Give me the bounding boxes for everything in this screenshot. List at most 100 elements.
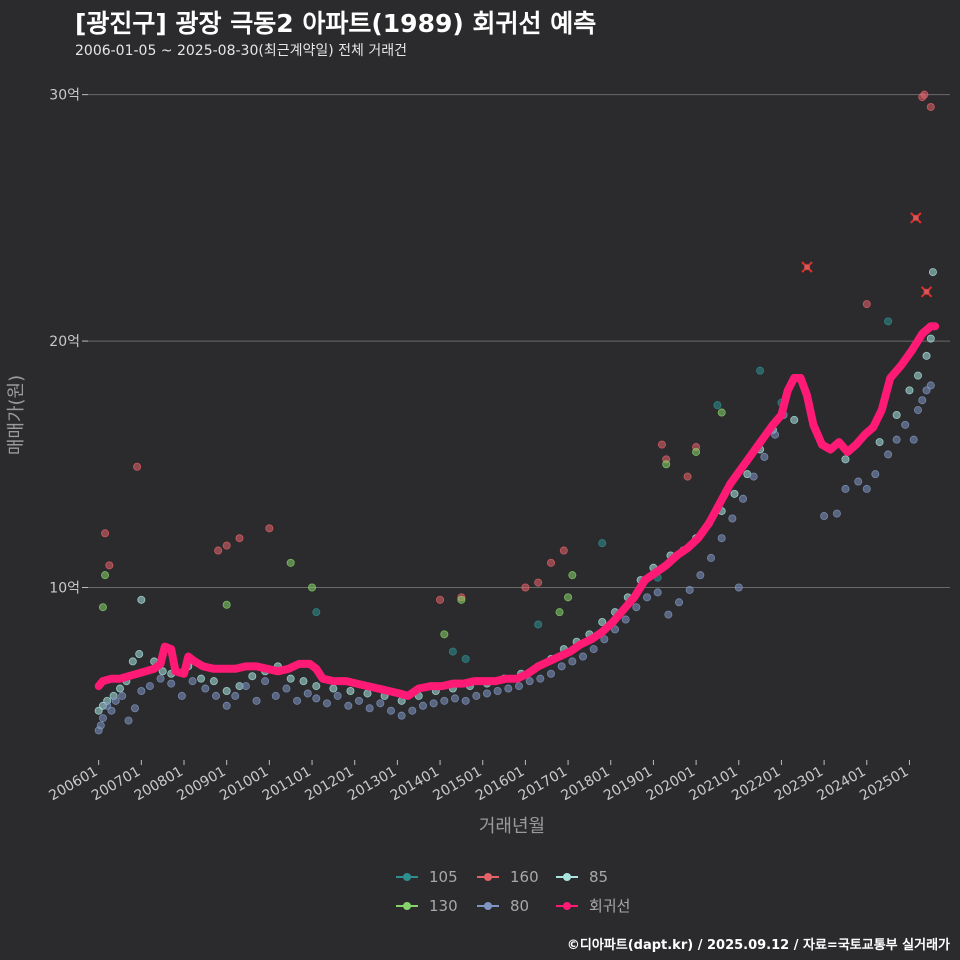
data-point-80 <box>130 704 139 713</box>
data-point-160 <box>235 534 244 543</box>
data-point-105 <box>461 654 470 663</box>
data-point-85 <box>116 684 125 693</box>
data-point-80 <box>707 553 716 562</box>
data-point-80 <box>854 477 863 486</box>
data-point-80 <box>717 534 726 543</box>
data-point-80 <box>579 652 588 661</box>
data-point-80 <box>611 625 620 634</box>
data-point-105 <box>756 366 765 375</box>
data-point-80 <box>841 484 850 493</box>
data-point-80 <box>913 406 922 415</box>
data-point-160 <box>521 583 530 592</box>
data-point-80 <box>557 662 566 671</box>
legend-key-dot <box>563 902 571 910</box>
data-point-80 <box>408 706 417 715</box>
data-point-80 <box>632 603 641 612</box>
data-point-85 <box>928 268 937 277</box>
x-tick-label: 202501 <box>857 764 911 805</box>
data-point-80 <box>145 682 154 691</box>
data-point-80 <box>98 714 107 723</box>
data-points <box>94 90 937 735</box>
data-point-80 <box>926 381 935 390</box>
data-point-85 <box>363 689 372 698</box>
y-tick-label: 30억 <box>49 88 80 104</box>
data-point-80 <box>212 691 221 700</box>
data-point-80 <box>536 674 545 683</box>
data-point-85 <box>329 684 338 693</box>
data-point-130 <box>692 447 701 456</box>
data-point-130 <box>222 600 231 609</box>
data-point-80 <box>621 615 630 624</box>
data-point-80 <box>918 396 927 405</box>
y-axis-label: 매매가(원) <box>6 375 27 455</box>
data-point-80 <box>568 657 577 666</box>
y-tick-label: 10억 <box>49 581 80 597</box>
regression-line-group <box>94 322 940 700</box>
data-point-80 <box>118 691 127 700</box>
data-point-80 <box>909 435 918 444</box>
chart-title: [광진구] 광장 극동2 아파트(1989) 회귀선 예측 <box>75 9 597 38</box>
data-point-80 <box>820 512 829 521</box>
legend-key-dot <box>484 902 492 910</box>
data-point-105 <box>884 317 893 326</box>
data-point-85 <box>197 674 206 683</box>
data-point-80 <box>201 684 210 693</box>
data-point-80 <box>440 696 449 705</box>
data-point-80 <box>376 699 385 708</box>
data-point-80 <box>525 677 534 686</box>
data-point-80 <box>156 674 165 683</box>
data-point-80 <box>137 687 146 696</box>
data-point-80 <box>418 701 427 710</box>
legend-item-85: 85 <box>556 868 608 886</box>
data-point-130 <box>568 571 577 580</box>
data-point-85 <box>286 674 295 683</box>
data-point-80 <box>167 679 176 688</box>
data-point-160 <box>101 529 110 538</box>
data-point-160 <box>862 300 871 309</box>
data-point-80 <box>901 420 910 429</box>
data-point-80 <box>188 677 197 686</box>
data-point-80 <box>397 711 406 720</box>
data-point-80 <box>472 691 481 700</box>
legend-key-dot <box>563 873 571 881</box>
legend: 105 160 85 130 80 회귀선 <box>396 868 630 915</box>
legend-key-dot <box>403 902 411 910</box>
legend-label: 회귀선 <box>589 897 630 915</box>
data-point-85 <box>299 677 308 686</box>
data-point-80 <box>749 472 758 481</box>
data-point-130 <box>98 603 107 612</box>
data-point-105 <box>598 539 607 548</box>
data-point-85 <box>346 687 355 696</box>
data-point-85 <box>158 667 167 676</box>
data-point-80 <box>600 635 609 644</box>
legend-item-80: 80 <box>477 897 529 915</box>
chart-subtitle: 2006-01-05 ~ 2025-08-30(최근계약일) 전체 거래건 <box>75 43 407 59</box>
data-point-160 <box>214 546 223 555</box>
data-point-80 <box>177 691 186 700</box>
data-point-80 <box>111 696 120 705</box>
data-point-80 <box>252 696 261 705</box>
legend-label: 160 <box>510 868 539 886</box>
data-point-85 <box>222 687 231 696</box>
data-point-80 <box>231 691 240 700</box>
excluded-point <box>920 286 933 298</box>
data-point-85 <box>922 351 931 360</box>
x-axis-ticks: 2006012007012008012009012010012011012012… <box>46 760 911 804</box>
data-point-80 <box>450 694 459 703</box>
data-point-85 <box>790 415 799 424</box>
data-point-85 <box>209 677 218 686</box>
data-point-130 <box>101 571 110 580</box>
data-point-80 <box>461 696 470 705</box>
data-point-130 <box>564 593 573 602</box>
data-point-160 <box>926 102 935 111</box>
data-point-85 <box>598 618 607 627</box>
legend-label: 130 <box>429 897 458 915</box>
regression-line <box>94 322 940 700</box>
data-point-160 <box>683 472 692 481</box>
data-point-85 <box>841 455 850 464</box>
data-point-80 <box>771 430 780 439</box>
data-point-80 <box>696 571 705 580</box>
data-point-160 <box>436 595 445 604</box>
legend-item-105: 105 <box>396 868 458 886</box>
data-point-85 <box>926 334 935 343</box>
